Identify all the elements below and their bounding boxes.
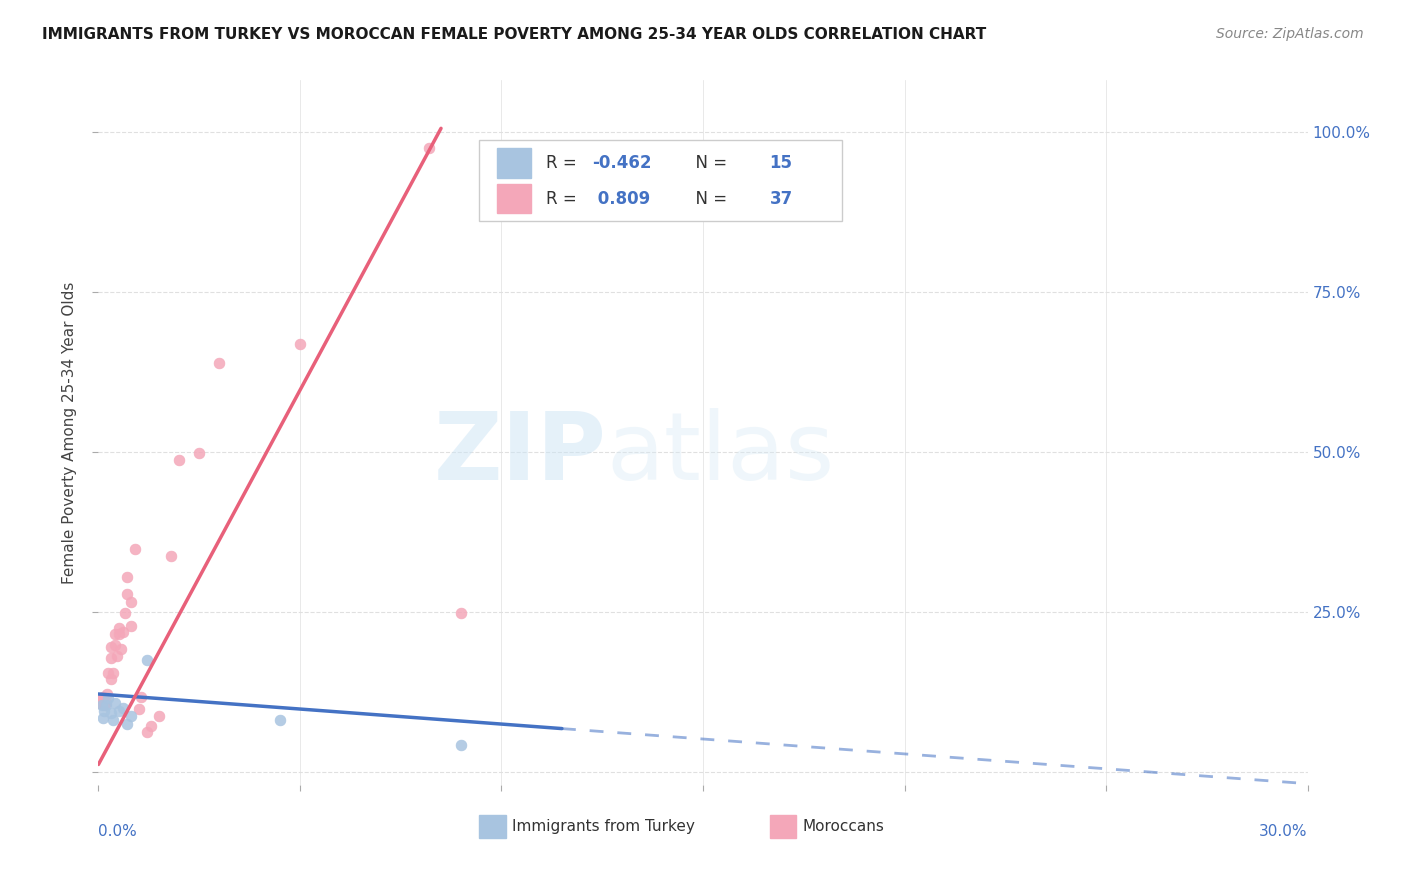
Point [111,625,134,640]
Point [101,665,124,680]
Point [269,713,291,727]
Point [93,698,115,712]
Point [90,698,112,712]
Point [91,690,114,704]
Point [111,701,134,715]
Y-axis label: Female Poverty Among 25-34 Year Olds: Female Poverty Among 25-34 Year Olds [62,282,77,583]
Text: ZIP: ZIP [433,408,606,500]
Point [90,693,112,707]
Point [103,696,125,710]
Text: 0.809: 0.809 [592,189,650,208]
Point [120,595,142,609]
Text: -0.462: -0.462 [592,153,651,172]
Point [128,702,150,716]
Point [135,653,157,667]
Point [124,542,146,557]
Point [114,607,136,621]
Point [96,698,118,712]
Point [91,691,114,706]
Point [107,627,129,641]
Point [100,673,122,687]
Point [96,687,118,701]
Point [100,640,122,655]
Text: Immigrants from Turkey: Immigrants from Turkey [512,819,695,834]
FancyBboxPatch shape [498,184,531,213]
Point [93,704,115,718]
Point [100,706,122,721]
Point [97,691,120,706]
FancyBboxPatch shape [498,148,531,178]
Text: 30.0%: 30.0% [1260,823,1308,838]
Text: R =: R = [546,153,582,172]
Point [117,570,139,584]
Point [103,627,125,641]
Text: N =: N = [685,153,733,172]
Point [129,690,152,704]
Point [450,738,472,752]
Point [97,665,120,680]
Point [450,607,472,621]
Text: atlas: atlas [606,408,835,500]
Text: 37: 37 [769,189,793,208]
Point [121,619,143,633]
Text: 0.0%: 0.0% [98,823,138,838]
Point [105,648,128,663]
Point [104,638,127,652]
Point [89,696,111,710]
Point [91,711,114,725]
Point [208,356,231,370]
Point [288,337,311,351]
Point [160,549,183,563]
Point [167,452,190,467]
Text: 15: 15 [769,153,793,172]
FancyBboxPatch shape [769,815,796,838]
Point [115,587,138,601]
Point [148,708,170,723]
Point [101,713,124,727]
Point [418,140,440,154]
Point [108,621,131,635]
Text: R =: R = [546,189,582,208]
FancyBboxPatch shape [479,815,506,838]
Text: IMMIGRANTS FROM TURKEY VS MOROCCAN FEMALE POVERTY AMONG 25-34 YEAR OLDS CORRELAT: IMMIGRANTS FROM TURKEY VS MOROCCAN FEMAL… [42,27,987,42]
Point [120,708,142,723]
Text: Moroccans: Moroccans [803,819,884,834]
Point [139,719,162,733]
Point [115,717,138,731]
Text: N =: N = [685,189,733,208]
Point [188,446,211,460]
Text: Source: ZipAtlas.com: Source: ZipAtlas.com [1216,27,1364,41]
FancyBboxPatch shape [479,140,842,221]
Point [135,725,157,739]
Point [96,696,118,710]
Point [110,642,132,657]
Point [100,651,122,665]
Point [107,704,129,718]
